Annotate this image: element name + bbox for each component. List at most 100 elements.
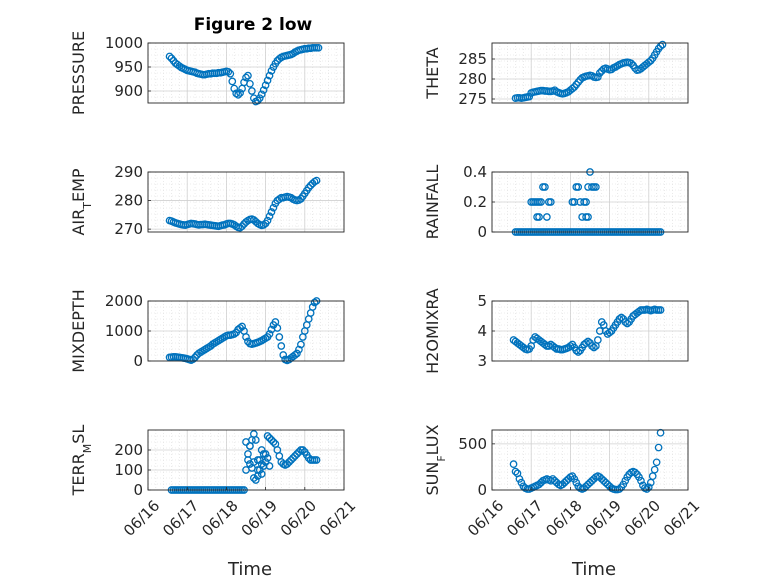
series-markers [165, 176, 321, 232]
y-axis-label: H2OMIXRA [423, 288, 442, 374]
y-tick-label: 900 [114, 82, 143, 100]
data-point [607, 65, 616, 74]
x-tick-label: 06/17 [503, 497, 546, 540]
data-point [273, 324, 282, 332]
data-point [263, 432, 272, 440]
y-axis-label-part: RAINFALL [423, 165, 442, 240]
data-point [287, 193, 295, 202]
data-point [650, 465, 659, 474]
data-point [263, 216, 272, 225]
data-point [541, 183, 549, 191]
series-markers [509, 305, 665, 356]
y-axis-label-part: THETA [423, 47, 442, 99]
series-markers [165, 43, 323, 106]
subplot-4: 0.4 0.2 0 RAINFALL [423, 163, 689, 241]
data-point [259, 450, 268, 458]
y-tick-label: 275 [458, 90, 487, 108]
y-tick-label: 5 [477, 292, 487, 310]
y-tick-label: 0 [133, 352, 143, 370]
data-point [285, 458, 293, 466]
data-point [654, 443, 663, 452]
data-point [267, 208, 276, 216]
data-point [275, 333, 284, 341]
data-point [574, 183, 583, 191]
data-point [238, 322, 246, 331]
data-point [246, 79, 254, 88]
data-point [246, 442, 254, 450]
data-point [261, 81, 270, 90]
data-point [593, 73, 602, 81]
data-point [293, 450, 301, 458]
data-point [228, 77, 237, 86]
data-point [246, 460, 254, 468]
data-point [627, 59, 636, 68]
data-point [509, 460, 518, 469]
data-point [265, 434, 274, 442]
data-point [656, 306, 665, 314]
data-point [224, 67, 233, 76]
y-tick-label: 200 [114, 441, 143, 459]
subplot-3: 290 280 270 AIRTEMP [69, 163, 345, 238]
subplot-1: 1000 950 900 PRESSURE [69, 31, 345, 115]
data-point [511, 467, 520, 476]
data-point [259, 86, 268, 94]
x-tick-label: 06/19 [582, 497, 625, 540]
axes-box [491, 300, 689, 362]
data-point [291, 452, 299, 460]
data-point [592, 183, 600, 191]
data-point [582, 198, 590, 206]
y-axis-label-part: M [81, 444, 94, 454]
subplot-5: 2000 1000 0 MIXDEPTH [69, 289, 345, 373]
y-axis-label-part: TERR [69, 453, 88, 496]
data-point [244, 450, 252, 458]
data-point [572, 346, 581, 355]
data-point [267, 436, 276, 444]
data-point [265, 71, 274, 80]
data-point [621, 318, 630, 326]
data-point [236, 89, 244, 97]
y-axis-label-part: H2OMIXRA [423, 288, 442, 374]
data-point [255, 94, 264, 103]
x-tick-label: 06/18 [198, 497, 241, 540]
y-axis-label-part: EMP [69, 168, 88, 202]
axes-box [491, 429, 689, 491]
data-point [269, 203, 278, 212]
y-tick-label: 500 [458, 435, 487, 453]
data-point [277, 342, 286, 350]
data-point [635, 473, 643, 481]
data-point [249, 458, 258, 466]
data-point [637, 476, 645, 485]
data-point [242, 73, 250, 82]
x-tick-label: 06/17 [159, 497, 202, 540]
data-point [546, 198, 555, 206]
data-point [517, 478, 526, 487]
y-axis-label: AIRTEMP [69, 168, 94, 235]
data-point [165, 52, 174, 61]
y-axis-label: RAINFALL [423, 165, 442, 240]
axes-box [147, 429, 345, 491]
data-point [230, 84, 239, 93]
data-point [242, 333, 250, 341]
y-axis-label-part: SL [69, 425, 88, 444]
y-axis-label-part: AIR [69, 209, 88, 236]
x-tick-label: 06/18 [542, 497, 585, 540]
y-tick-label: 280 [114, 192, 143, 210]
data-point [257, 470, 266, 478]
data-point [658, 40, 667, 49]
data-point [265, 330, 274, 338]
data-point [293, 349, 301, 358]
y-tick-label: 0 [477, 481, 487, 499]
x-axis-label-left: Time [227, 559, 272, 580]
data-point [251, 476, 260, 484]
y-tick-label: 100 [114, 461, 143, 479]
data-point [566, 342, 575, 350]
data-point [287, 456, 295, 464]
data-point [617, 313, 626, 322]
data-point [189, 355, 197, 364]
data-point [265, 462, 274, 470]
y-axis-label-part: PRESSURE [69, 31, 88, 115]
data-point [308, 303, 317, 311]
